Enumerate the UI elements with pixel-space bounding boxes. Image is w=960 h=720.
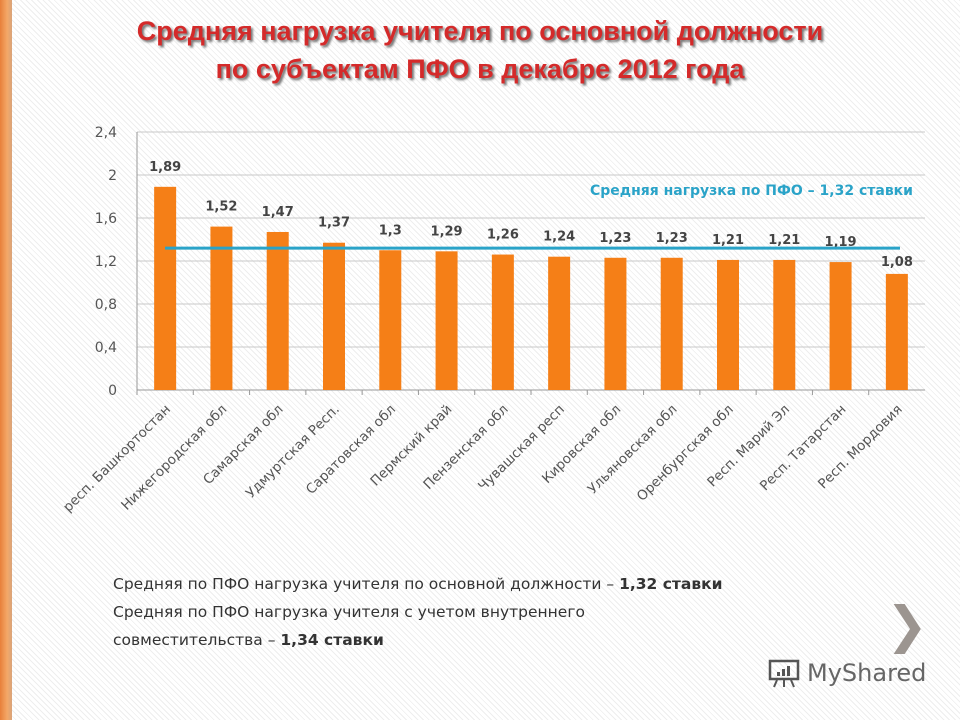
bar — [435, 251, 458, 390]
note-3-value: 1,34 ставки — [280, 631, 384, 649]
data-label: 1,23 — [599, 231, 631, 246]
bar — [773, 259, 796, 390]
bar — [154, 186, 177, 390]
bar — [266, 231, 289, 390]
data-label: 1,23 — [656, 231, 688, 246]
y-tick-label: 0 — [108, 383, 117, 399]
y-tick-label: 0,8 — [95, 297, 117, 313]
data-label: 1,26 — [487, 228, 519, 243]
data-label: 1,3 — [379, 223, 402, 238]
title-line-1: Средняя нагрузка учителя по основной дол… — [136, 16, 824, 46]
data-label: 1,19 — [825, 235, 857, 250]
data-label: 1,52 — [205, 200, 237, 215]
x-tick-label: респ. Башкортостан — [60, 402, 174, 516]
data-label: 1,37 — [318, 216, 350, 231]
myshared-logo: MyShared — [767, 656, 926, 690]
bar — [885, 273, 908, 390]
y-tick-label: 1,6 — [95, 211, 117, 227]
x-tick-label: Нижегородская обл — [118, 402, 230, 514]
bar — [829, 262, 852, 390]
data-label: 1,24 — [543, 230, 575, 245]
bar — [548, 256, 571, 390]
bar-chart: 0 0,4 0,8 1,2 1,6 2 2,4 1,89 респ. Башкортостан 1… — [60, 125, 925, 516]
chevron-right-icon[interactable]: ❯ — [886, 596, 928, 654]
x-tick-label: Оренбургская обл — [634, 402, 737, 505]
data-label: 1,21 — [712, 233, 744, 248]
bar — [604, 257, 627, 390]
data-label: 1,47 — [262, 205, 294, 220]
data-label: 1,21 — [768, 233, 800, 248]
data-label: 1,29 — [431, 224, 463, 239]
data-label: 1,08 — [881, 255, 913, 270]
title-line-2: по субъектам ПФО в декабре 2012 года — [215, 54, 745, 84]
bar — [660, 257, 683, 390]
bar — [491, 254, 514, 390]
bar — [717, 259, 739, 390]
note-3-text: совместительства – — [113, 631, 281, 649]
y-tick-label: 2 — [108, 168, 117, 184]
slide-title: Средняя нагрузка учителя по основной дол… — [0, 12, 960, 88]
data-label: 1,89 — [149, 160, 181, 175]
notes: Средняя по ПФО нагрузка учителя по основ… — [113, 570, 723, 654]
note-2: Средняя по ПФО нагрузка учителя с учетом… — [113, 603, 585, 621]
bar — [210, 226, 233, 390]
decorative-stripe — [0, 0, 12, 720]
x-tick-label: Удмуртская Респ. — [243, 402, 343, 502]
note-1-value: 1,32 ставки — [619, 575, 723, 593]
reference-line-label: Средняя нагрузка по ПФО – 1,32 ставки — [590, 183, 913, 199]
logo-text: MyShared — [807, 659, 927, 687]
note-1: Средняя по ПФО нагрузка учителя по основ… — [113, 570, 723, 598]
note-3: совместительства – 1,34 ставки — [113, 626, 723, 654]
y-tick-label: 2,4 — [95, 125, 117, 141]
bar — [323, 242, 345, 390]
note-1-text: Средняя по ПФО нагрузка учителя по основ… — [113, 575, 620, 593]
y-tick-label: 0,4 — [95, 340, 117, 356]
bar — [379, 250, 402, 390]
y-tick-label: 1,2 — [95, 254, 117, 270]
presentation-icon — [768, 659, 800, 688]
